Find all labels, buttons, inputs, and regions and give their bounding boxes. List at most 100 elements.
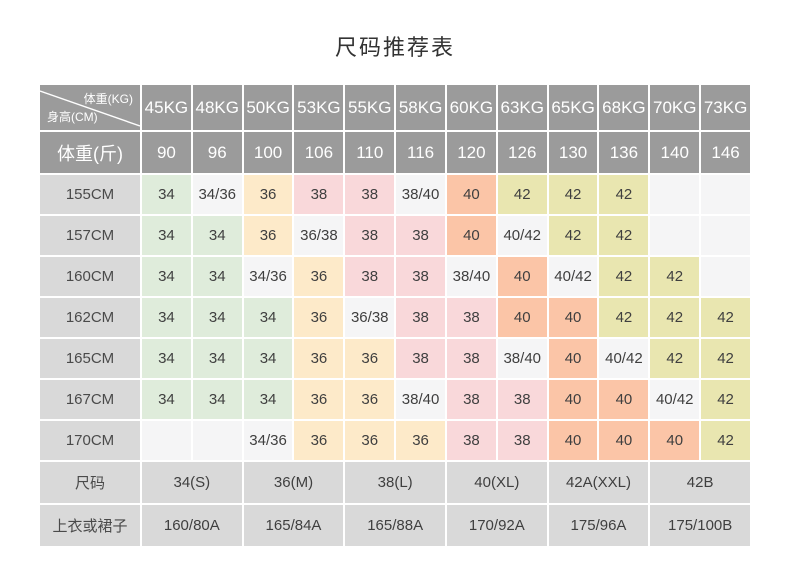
weight-kg-header: 53KG — [294, 85, 344, 130]
size-cell: 42 — [701, 380, 750, 419]
corner-header-cell: 体重(KG) 身高(CM) — [40, 85, 140, 130]
weight-kg-header: 55KG — [345, 85, 395, 130]
size-cell — [142, 421, 191, 460]
garment-size-value: 175/96A — [548, 505, 649, 546]
weight-kg-header: 63KG — [497, 85, 547, 130]
size-cell: 42 — [599, 298, 649, 337]
corner-weight-label: 体重(KG) — [83, 92, 133, 106]
weight-jin-value: 100 — [243, 132, 293, 173]
weight-kg-header: 60KG — [446, 85, 496, 130]
weight-kg-header: 65KG — [548, 85, 598, 130]
size-cell: 42 — [599, 216, 649, 255]
size-cell: 38 — [497, 421, 547, 460]
weight-kg-header: 73KG — [701, 85, 750, 130]
size-cell: 42 — [599, 257, 649, 296]
size-cell: 42 — [701, 421, 750, 460]
size-cell: 38 — [396, 216, 445, 255]
size-cell: 40 — [599, 380, 649, 419]
size-cell — [701, 216, 750, 255]
size-cell — [701, 257, 750, 296]
garment-size-value: 165/88A — [345, 505, 445, 546]
height-row-label: 160CM — [40, 257, 140, 296]
size-cell: 38/40 — [497, 339, 547, 378]
size-cell: 36/38 — [294, 216, 344, 255]
size-cell: 40/42 — [599, 339, 649, 378]
weight-jin-value: 120 — [446, 132, 496, 173]
page-title: 尺码推荐表 — [334, 35, 455, 60]
size-cell: 40 — [446, 216, 496, 255]
size-code-value: 36(M) — [243, 462, 344, 503]
weight-kg-header: 68KG — [599, 85, 649, 130]
size-code-value: 42A(XXL) — [548, 462, 649, 503]
garment-size-value: 160/80A — [142, 505, 242, 546]
size-cell: 36 — [294, 339, 344, 378]
size-cell: 34 — [192, 298, 242, 337]
size-cell: 34 — [142, 298, 191, 337]
garment-size-value: 165/84A — [243, 505, 344, 546]
size-cell: 42 — [650, 298, 700, 337]
size-cell: 42 — [599, 175, 649, 214]
size-cell: 38/40 — [446, 257, 496, 296]
size-cell: 40 — [548, 298, 598, 337]
height-row-label: 165CM — [40, 339, 140, 378]
weight-jin-value: 90 — [142, 132, 191, 173]
size-cell: 42 — [701, 339, 750, 378]
size-cell: 38 — [345, 216, 395, 255]
size-cell: 38 — [294, 175, 344, 214]
size-cell: 40/42 — [650, 380, 700, 419]
diagonal-divider-line — [40, 90, 140, 127]
size-cell: 34 — [192, 216, 242, 255]
weight-jin-value: 126 — [497, 132, 547, 173]
height-row-label: 157CM — [40, 216, 140, 255]
size-cell: 36 — [345, 421, 395, 460]
size-cell: 42 — [548, 175, 598, 214]
weight-kg-header: 58KG — [396, 85, 445, 130]
size-cell: 38 — [396, 298, 445, 337]
size-cell: 40/42 — [548, 257, 598, 296]
size-recommendation-table: 体重(KG) 身高(CM) 45KG 48KG 50KG 53KG 55KG 58KG 60KG… — [40, 85, 750, 546]
size-cell: 42 — [701, 298, 750, 337]
size-cell: 38 — [446, 298, 496, 337]
size-cell: 34 — [243, 380, 293, 419]
size-cell: 38/40 — [396, 175, 445, 214]
size-cell: 36 — [243, 175, 293, 214]
weight-jin-value: 130 — [548, 132, 598, 173]
size-cell: 40 — [548, 380, 598, 419]
size-cell: 34 — [192, 380, 242, 419]
size-cell: 40 — [650, 421, 700, 460]
size-cell: 40 — [599, 421, 649, 460]
size-cell: 38 — [396, 339, 445, 378]
weight-jin-value: 136 — [599, 132, 649, 173]
size-code-value: 40(XL) — [446, 462, 547, 503]
size-code-value: 42B — [650, 462, 750, 503]
weight-jin-value: 110 — [345, 132, 395, 173]
size-cell: 36 — [294, 421, 344, 460]
size-cell: 34 — [192, 257, 242, 296]
size-cell: 34 — [142, 257, 191, 296]
size-cell: 38 — [446, 380, 496, 419]
weight-kg-header: 50KG — [243, 85, 293, 130]
size-cell: 38 — [345, 175, 395, 214]
size-cell: 42 — [548, 216, 598, 255]
weight-jin-value: 116 — [396, 132, 445, 173]
size-cell: 34 — [142, 216, 191, 255]
size-cell: 42 — [497, 175, 547, 214]
size-cell: 40 — [497, 257, 547, 296]
weight-jin-value: 146 — [701, 132, 750, 173]
size-cell: 34/36 — [243, 257, 293, 296]
size-cell: 36 — [294, 257, 344, 296]
size-cell: 36 — [243, 216, 293, 255]
size-cell: 42 — [650, 339, 700, 378]
size-code-row-label: 尺码 — [40, 462, 140, 503]
size-cell — [650, 216, 700, 255]
weight-jin-value: 140 — [650, 132, 700, 173]
weight-jin-label: 体重(斤) — [40, 132, 140, 173]
size-cell: 38 — [345, 257, 395, 296]
size-cell: 38 — [446, 339, 496, 378]
size-cell — [650, 175, 700, 214]
size-cell: 36 — [294, 380, 344, 419]
corner-height-label: 身高(CM) — [47, 110, 98, 124]
size-cell: 34 — [142, 175, 191, 214]
size-cell: 40/42 — [497, 216, 547, 255]
size-cell: 36 — [396, 421, 445, 460]
